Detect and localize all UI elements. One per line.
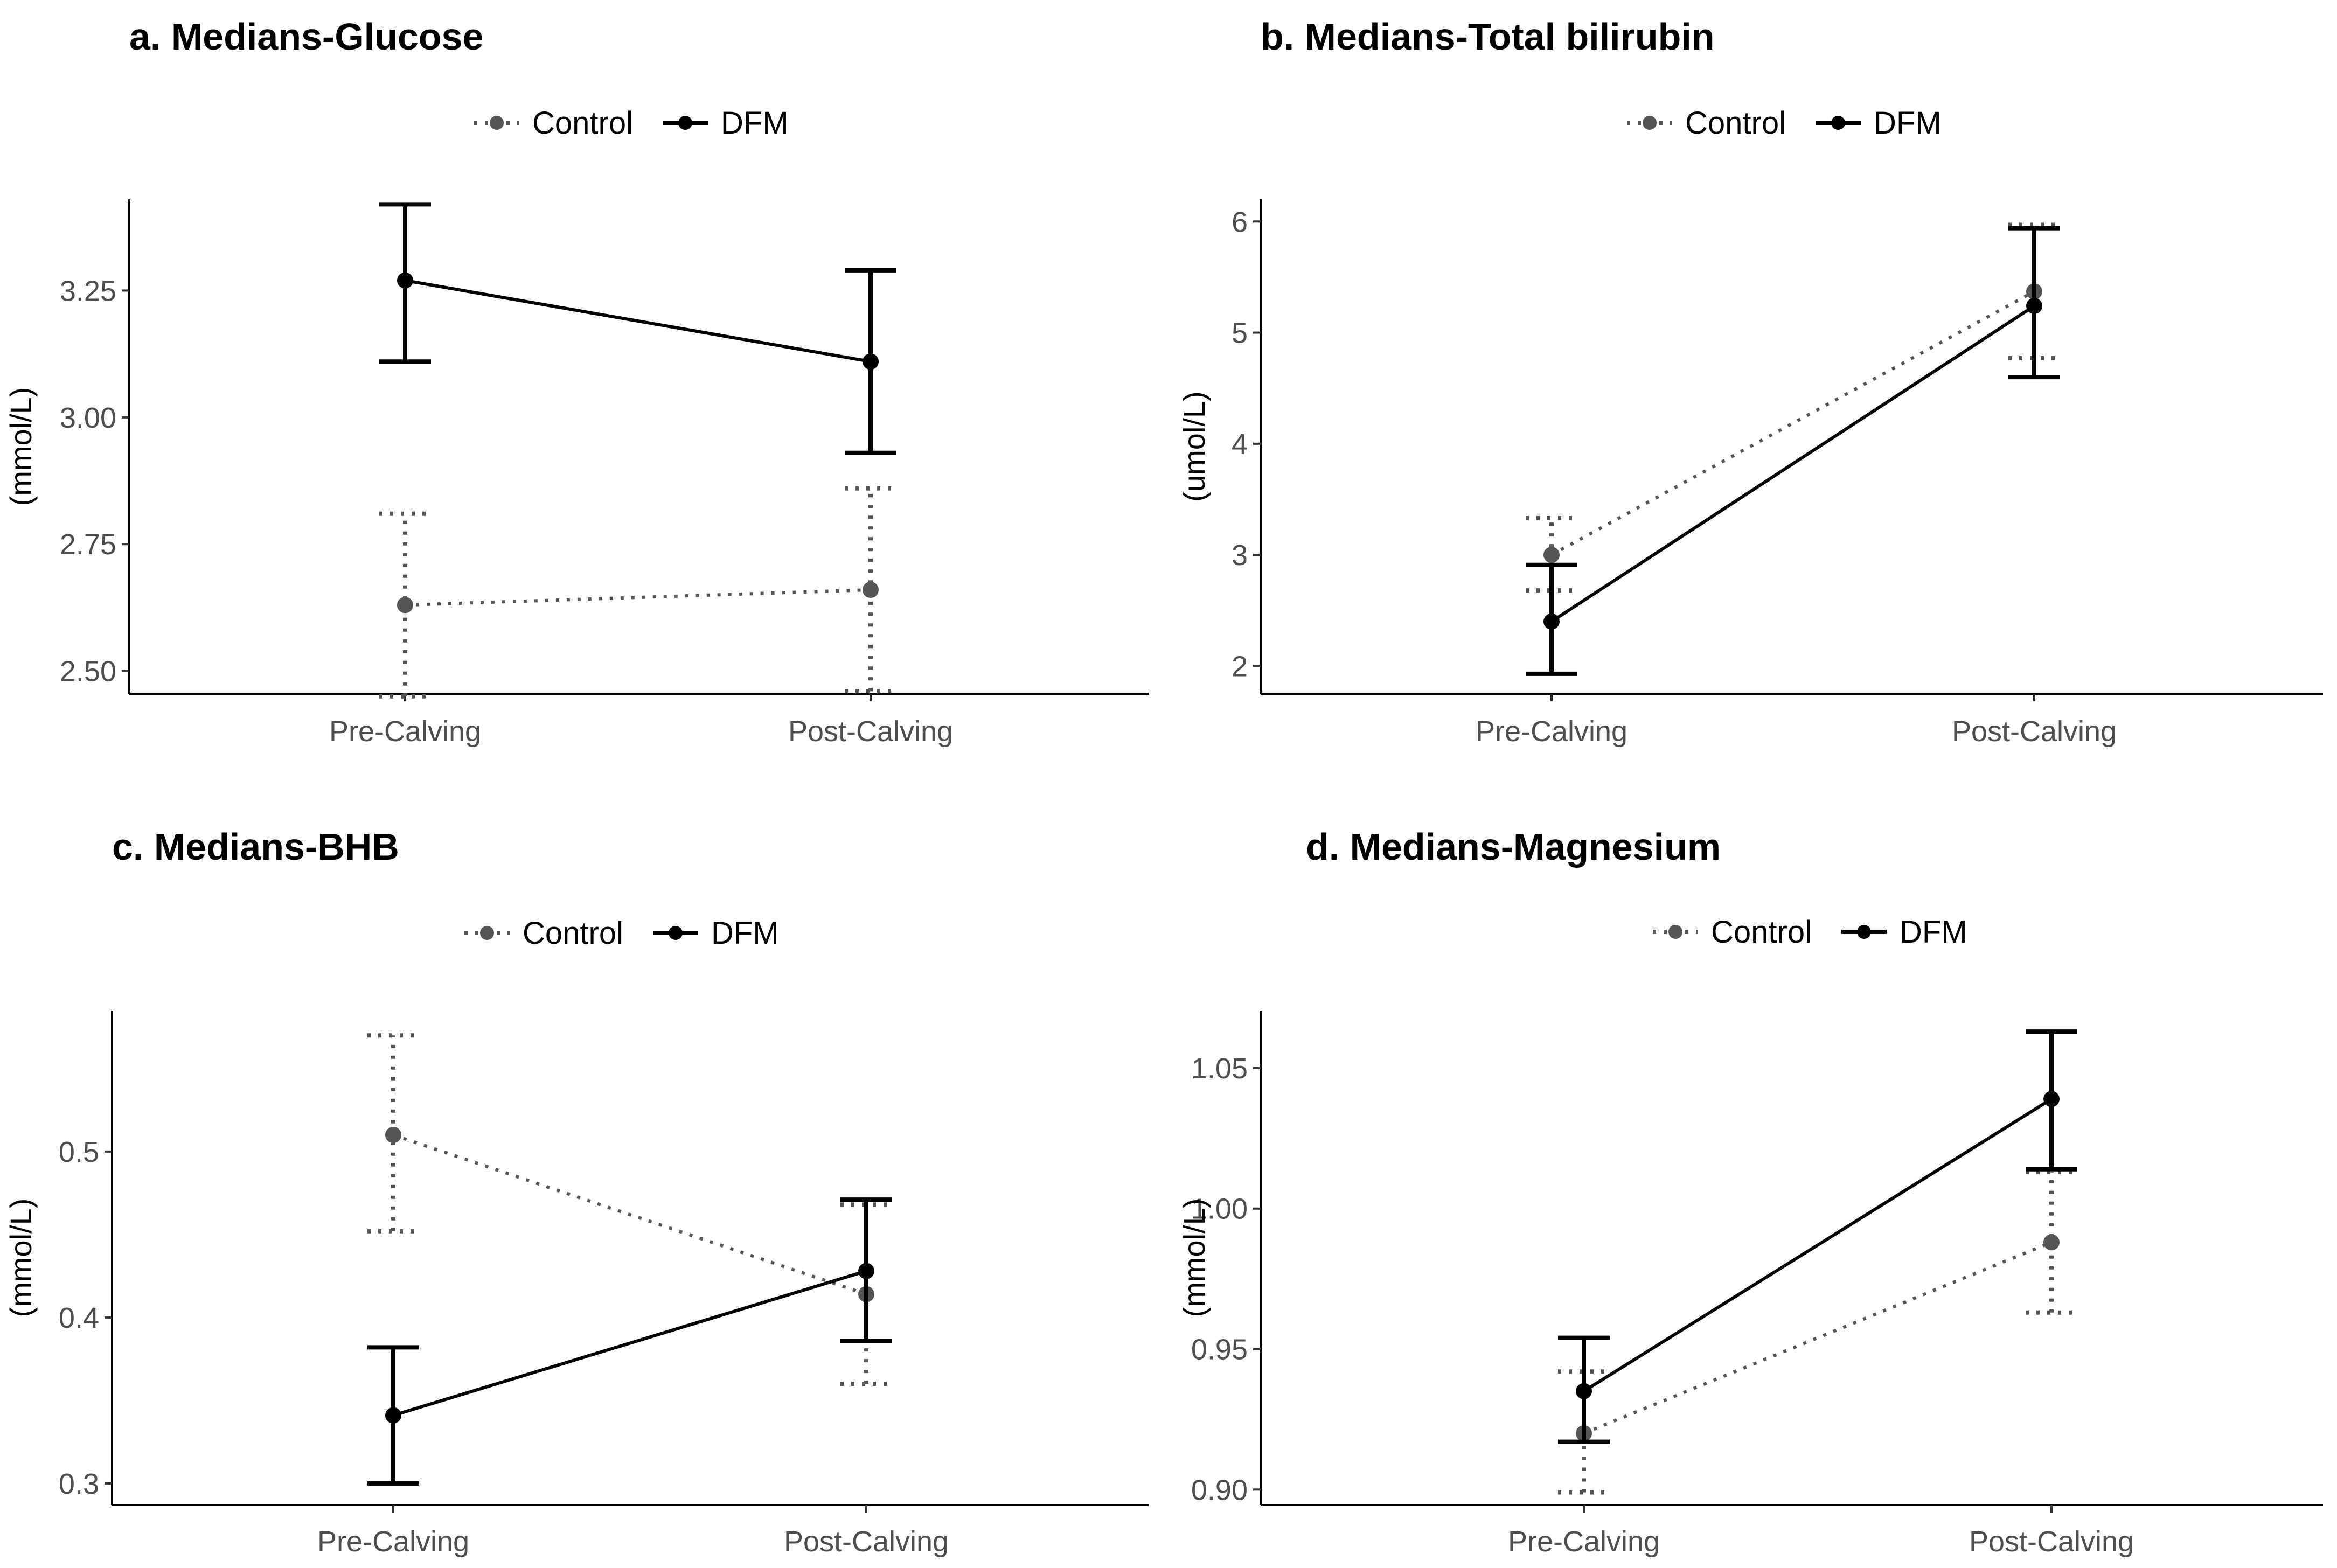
chart-panel-c: c. Medians-BHB Control DFM 0.3 0.4 0.5 Pre-Cal… (4, 826, 1149, 1558)
series-control (379, 486, 896, 699)
y-tick-label: 1.05 (1191, 1053, 1248, 1085)
legend-marker (1643, 116, 1657, 130)
y-tick-label: 3.00 (60, 402, 116, 434)
data-point-dfm (2043, 1091, 2060, 1107)
data-point-control (863, 581, 879, 598)
series-dfm (367, 1197, 892, 1486)
chart-panel-b: b. Medians-Total bilirubin Control DFM 2 3 4 5… (1177, 16, 2323, 748)
solid-line-circle-marker-icon (1816, 116, 1861, 130)
solid-line-circle-marker-icon (1841, 925, 1887, 939)
error-bar-control (379, 511, 431, 699)
legend: Control DFM (474, 106, 789, 141)
solid-line-circle-marker-icon (653, 926, 698, 940)
y-axis-label: (umol/L) (1177, 391, 1211, 501)
series-line-dfm (1583, 1097, 2053, 1393)
chart-title: d. Medians-Magnesium (1306, 826, 1721, 868)
series-line-dfm (1550, 304, 2035, 623)
error-bar-control (1558, 1369, 1610, 1495)
legend-marker (669, 926, 683, 940)
y-tick-label: 3.25 (60, 275, 116, 307)
series-control (367, 1033, 892, 1386)
chart-panel-a: a. Medians-Glucose Control DFM 2.50 2.75 3.00… (4, 16, 1149, 748)
data-point-control (1543, 547, 1560, 563)
series-dfm (379, 202, 896, 455)
y-tick-label: 0.95 (1191, 1334, 1248, 1366)
x-tick-label: Pre-Calving (1476, 715, 1627, 748)
y-tick-label: 0.5 (59, 1136, 99, 1168)
y-axis-label: (mmol/L) (4, 387, 38, 506)
y-axis-label: (mmol/L) (1177, 1198, 1211, 1318)
legend: Control DFM (1653, 915, 1967, 950)
chart-title: b. Medians-Total bilirubin (1261, 16, 1715, 58)
data-point-dfm (1543, 613, 1560, 630)
series-line-control (1550, 290, 2035, 556)
x-tick-label: Pre-Calving (1508, 1525, 1660, 1558)
series-control (1526, 222, 2060, 593)
x-tick-label: Pre-Calving (329, 715, 481, 748)
y-tick-label: 2.75 (60, 528, 116, 561)
dotted-line-circle-marker-icon (1653, 925, 1698, 939)
chart-panel-d: d. Medians-Magnesium Control DFM 0.90 0.95 1.… (1177, 826, 2323, 1558)
y-tick-label: 1.00 (1191, 1193, 1248, 1225)
legend-marker (678, 116, 692, 130)
y-tick-label: 4 (1232, 428, 1248, 461)
data-point-dfm (397, 272, 413, 289)
y-tick-label: 2.50 (60, 656, 116, 688)
y-tick-label: 0.90 (1191, 1474, 1248, 1506)
chart-title: c. Medians-BHB (112, 826, 399, 868)
x-tick-label: Post-Calving (788, 715, 953, 748)
legend-label-dfm: DFM (721, 106, 789, 141)
series-line-dfm (405, 278, 871, 364)
data-point-control (397, 597, 413, 614)
y-tick-label: 0.3 (59, 1468, 99, 1500)
error-bar-control (840, 1202, 892, 1386)
legend-label-control: Control (532, 106, 633, 141)
dotted-line-circle-marker-icon (464, 926, 510, 940)
x-tick-label: Pre-Calving (317, 1525, 469, 1558)
legend-label-control: Control (1711, 915, 1812, 950)
series-dfm (1526, 226, 2060, 676)
legend-marker (480, 926, 494, 940)
legend-label-dfm: DFM (1900, 915, 1967, 950)
legend-marker (1668, 925, 1682, 939)
data-point-dfm (1576, 1383, 1592, 1399)
data-point-dfm (858, 1263, 874, 1279)
x-tick-label: Post-Calving (784, 1525, 949, 1558)
legend: Control DFM (1627, 106, 1942, 141)
error-bar-control (845, 486, 896, 694)
data-point-control (2043, 1234, 2060, 1251)
legend-label-dfm: DFM (711, 916, 779, 951)
series-control (1558, 1169, 2077, 1495)
dotted-line-circle-marker-icon (474, 116, 519, 130)
legend-marker (1857, 925, 1871, 939)
error-bar-control (2026, 1169, 2077, 1315)
data-point-dfm (385, 1407, 401, 1424)
series-line-control (405, 588, 871, 607)
series-dfm (1558, 1029, 2077, 1444)
y-tick-label: 2 (1232, 650, 1248, 682)
legend: Control DFM (464, 916, 779, 951)
solid-line-circle-marker-icon (663, 116, 708, 130)
dotted-line-circle-marker-icon (1627, 116, 1672, 130)
data-point-control (385, 1127, 401, 1144)
legend-marker (490, 116, 504, 130)
y-axis-label: (mmol/L) (4, 1198, 38, 1318)
series-line-dfm (393, 1269, 867, 1417)
x-tick-label: Post-Calving (1952, 715, 2117, 748)
data-point-dfm (2026, 298, 2042, 315)
y-tick-label: 5 (1232, 317, 1248, 350)
legend-label-dfm: DFM (1874, 106, 1942, 141)
series-line-control (393, 1133, 867, 1296)
data-point-dfm (863, 353, 879, 370)
legend-label-control: Control (1685, 106, 1786, 141)
y-tick-label: 0.4 (59, 1302, 99, 1334)
x-tick-label: Post-Calving (1969, 1525, 2134, 1558)
chart-title: a. Medians-Glucose (129, 16, 483, 58)
y-tick-label: 3 (1232, 539, 1248, 572)
legend-label-control: Control (523, 916, 623, 951)
legend-marker (1831, 116, 1845, 130)
series-line-control (1583, 1241, 2053, 1435)
y-tick-label: 6 (1232, 206, 1248, 238)
